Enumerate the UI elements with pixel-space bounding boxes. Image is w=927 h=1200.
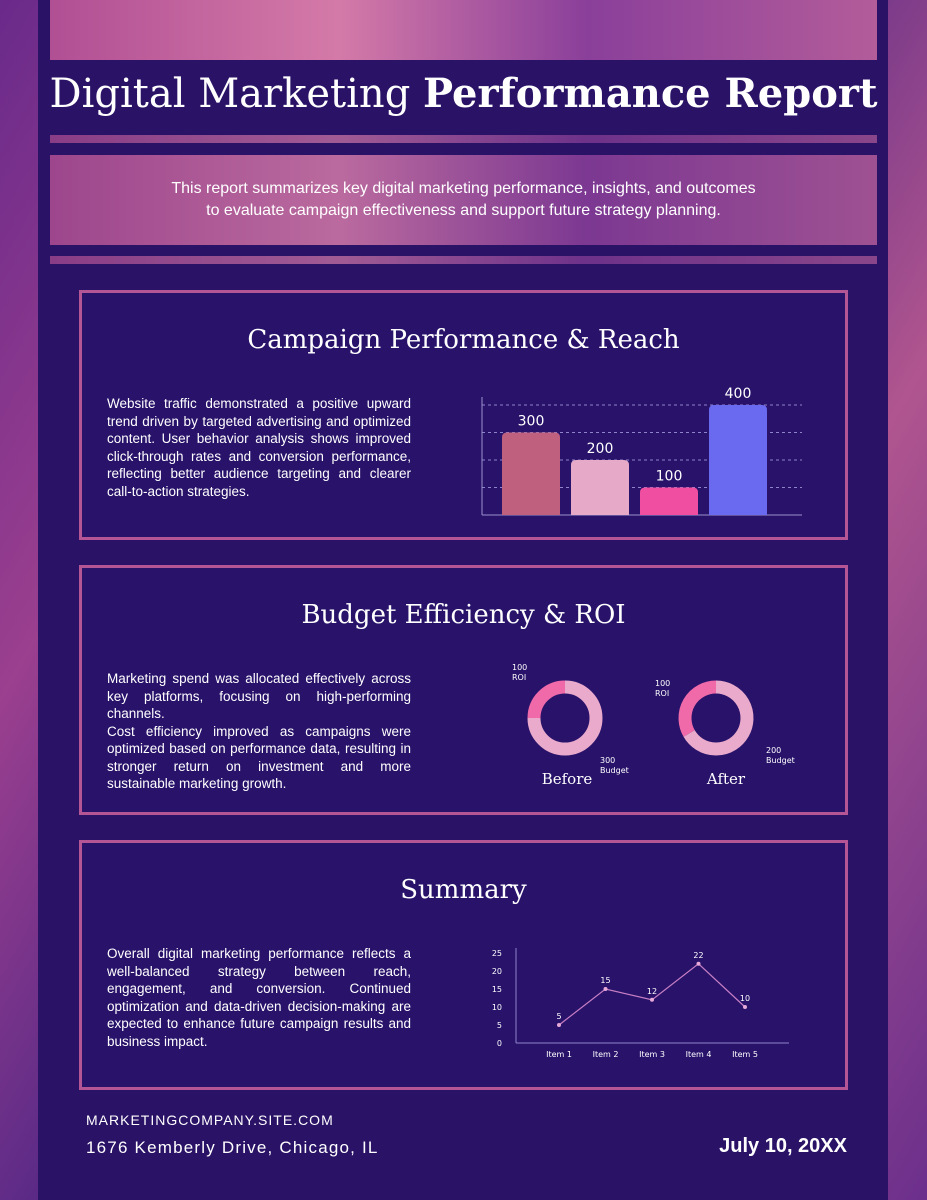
donut-slice bbox=[527, 680, 566, 719]
divider-stripe bbox=[50, 135, 877, 143]
bar-data-label: 300 bbox=[518, 414, 545, 430]
intro-line-1: This report summarizes key digital marke… bbox=[171, 180, 756, 197]
line-x-tick-label: Item 4 bbox=[686, 1050, 712, 1059]
bar-data-label: 100 bbox=[656, 469, 683, 485]
donut-slice bbox=[527, 680, 603, 756]
line-point bbox=[557, 1023, 561, 1027]
budget-text-p2: Cost efficiency improved as campaigns we… bbox=[107, 723, 411, 792]
bar bbox=[709, 405, 767, 515]
line-y-tick-label: 15 bbox=[492, 985, 502, 994]
line-point bbox=[603, 987, 608, 991]
line-chart: 0 5 10 15 20 25 5 Item 1 15 Item 2 12 Item 3 22 Item … bbox=[492, 948, 789, 1059]
page-title: Digital Marketing Performance Report bbox=[0, 70, 927, 117]
line-y-tick-label: 0 bbox=[497, 1039, 502, 1048]
line-point bbox=[696, 961, 701, 966]
budget-title: Budget Efficiency & ROI bbox=[301, 600, 626, 630]
campaign-card: Campaign Performance & Reach Website tra… bbox=[79, 290, 848, 540]
donut-caption: Before bbox=[542, 770, 593, 788]
line-data-label: 12 bbox=[647, 987, 657, 996]
donut-value-label: 200 bbox=[766, 746, 781, 755]
bar-chart: 300 200 100 400 bbox=[481, 386, 802, 516]
budget-text: Marketing spend was allocated effectivel… bbox=[107, 670, 411, 793]
top-banner bbox=[50, 0, 877, 60]
title-light: Digital Marketing bbox=[49, 71, 411, 117]
line-x-tick-label: Item 2 bbox=[593, 1050, 619, 1059]
donut-caption: After bbox=[706, 770, 746, 788]
line-data-label: 22 bbox=[693, 951, 703, 960]
line-data-label: 5 bbox=[556, 1012, 561, 1021]
donut-slice-label: Budget bbox=[766, 756, 795, 765]
donut-slice-label: ROI bbox=[655, 689, 669, 698]
bar bbox=[571, 460, 629, 515]
title-bold: Performance Report bbox=[423, 70, 878, 117]
line-y-tick-label: 20 bbox=[492, 967, 502, 976]
donut-value-label: 100 bbox=[512, 663, 527, 672]
footer-address: 1676 Kemberly Drive, Chicago, IL bbox=[86, 1138, 379, 1157]
campaign-title: Campaign Performance & Reach bbox=[247, 325, 680, 355]
summary-text: Overall digital marketing performance re… bbox=[107, 946, 411, 1049]
line-point bbox=[743, 1005, 747, 1009]
bar bbox=[640, 487, 698, 515]
bar bbox=[502, 432, 560, 515]
line-y-tick-label: 5 bbox=[497, 1021, 502, 1030]
line-y-tick-label: 10 bbox=[492, 1003, 502, 1012]
donut-slice bbox=[678, 680, 717, 737]
donut-value-label: 100 bbox=[655, 679, 670, 688]
intro-banner bbox=[50, 155, 877, 245]
footer-date: July 10, 20XX bbox=[719, 1135, 847, 1157]
line-x-tick-label: Item 3 bbox=[639, 1050, 665, 1059]
donut-value-label: 300 bbox=[600, 756, 615, 765]
line-x-tick-label: Item 1 bbox=[546, 1050, 572, 1059]
budget-card: Budget Efficiency & ROI Marketing spend … bbox=[79, 565, 848, 815]
line-y-tick-label: 25 bbox=[492, 949, 502, 958]
intro-line-2: to evaluate campaign effectiveness and s… bbox=[206, 202, 721, 219]
campaign-text: Website traffic demonstrated a positive … bbox=[107, 396, 411, 499]
bar-data-label: 200 bbox=[587, 441, 614, 457]
line-data-label: 15 bbox=[600, 976, 610, 985]
bar-data-label: 400 bbox=[725, 386, 752, 402]
summary-card: Summary Overall digital marketing perfor… bbox=[79, 840, 848, 1090]
footer-website: MARKETINGCOMPANY.SITE.COM bbox=[86, 1112, 334, 1128]
donut-slice-label: Budget bbox=[600, 766, 629, 775]
donut-slice bbox=[683, 680, 754, 756]
intro-text: This report summarizes key digital marke… bbox=[110, 178, 817, 222]
donut-slice-label: ROI bbox=[512, 673, 526, 682]
divider-stripe bbox=[50, 256, 877, 264]
budget-text-p1: Marketing spend was allocated effectivel… bbox=[107, 671, 411, 721]
line-point bbox=[650, 997, 654, 1002]
line-data-label: 10 bbox=[740, 994, 750, 1003]
line-x-tick-label: Item 5 bbox=[732, 1050, 758, 1059]
summary-title: Summary bbox=[400, 875, 527, 905]
